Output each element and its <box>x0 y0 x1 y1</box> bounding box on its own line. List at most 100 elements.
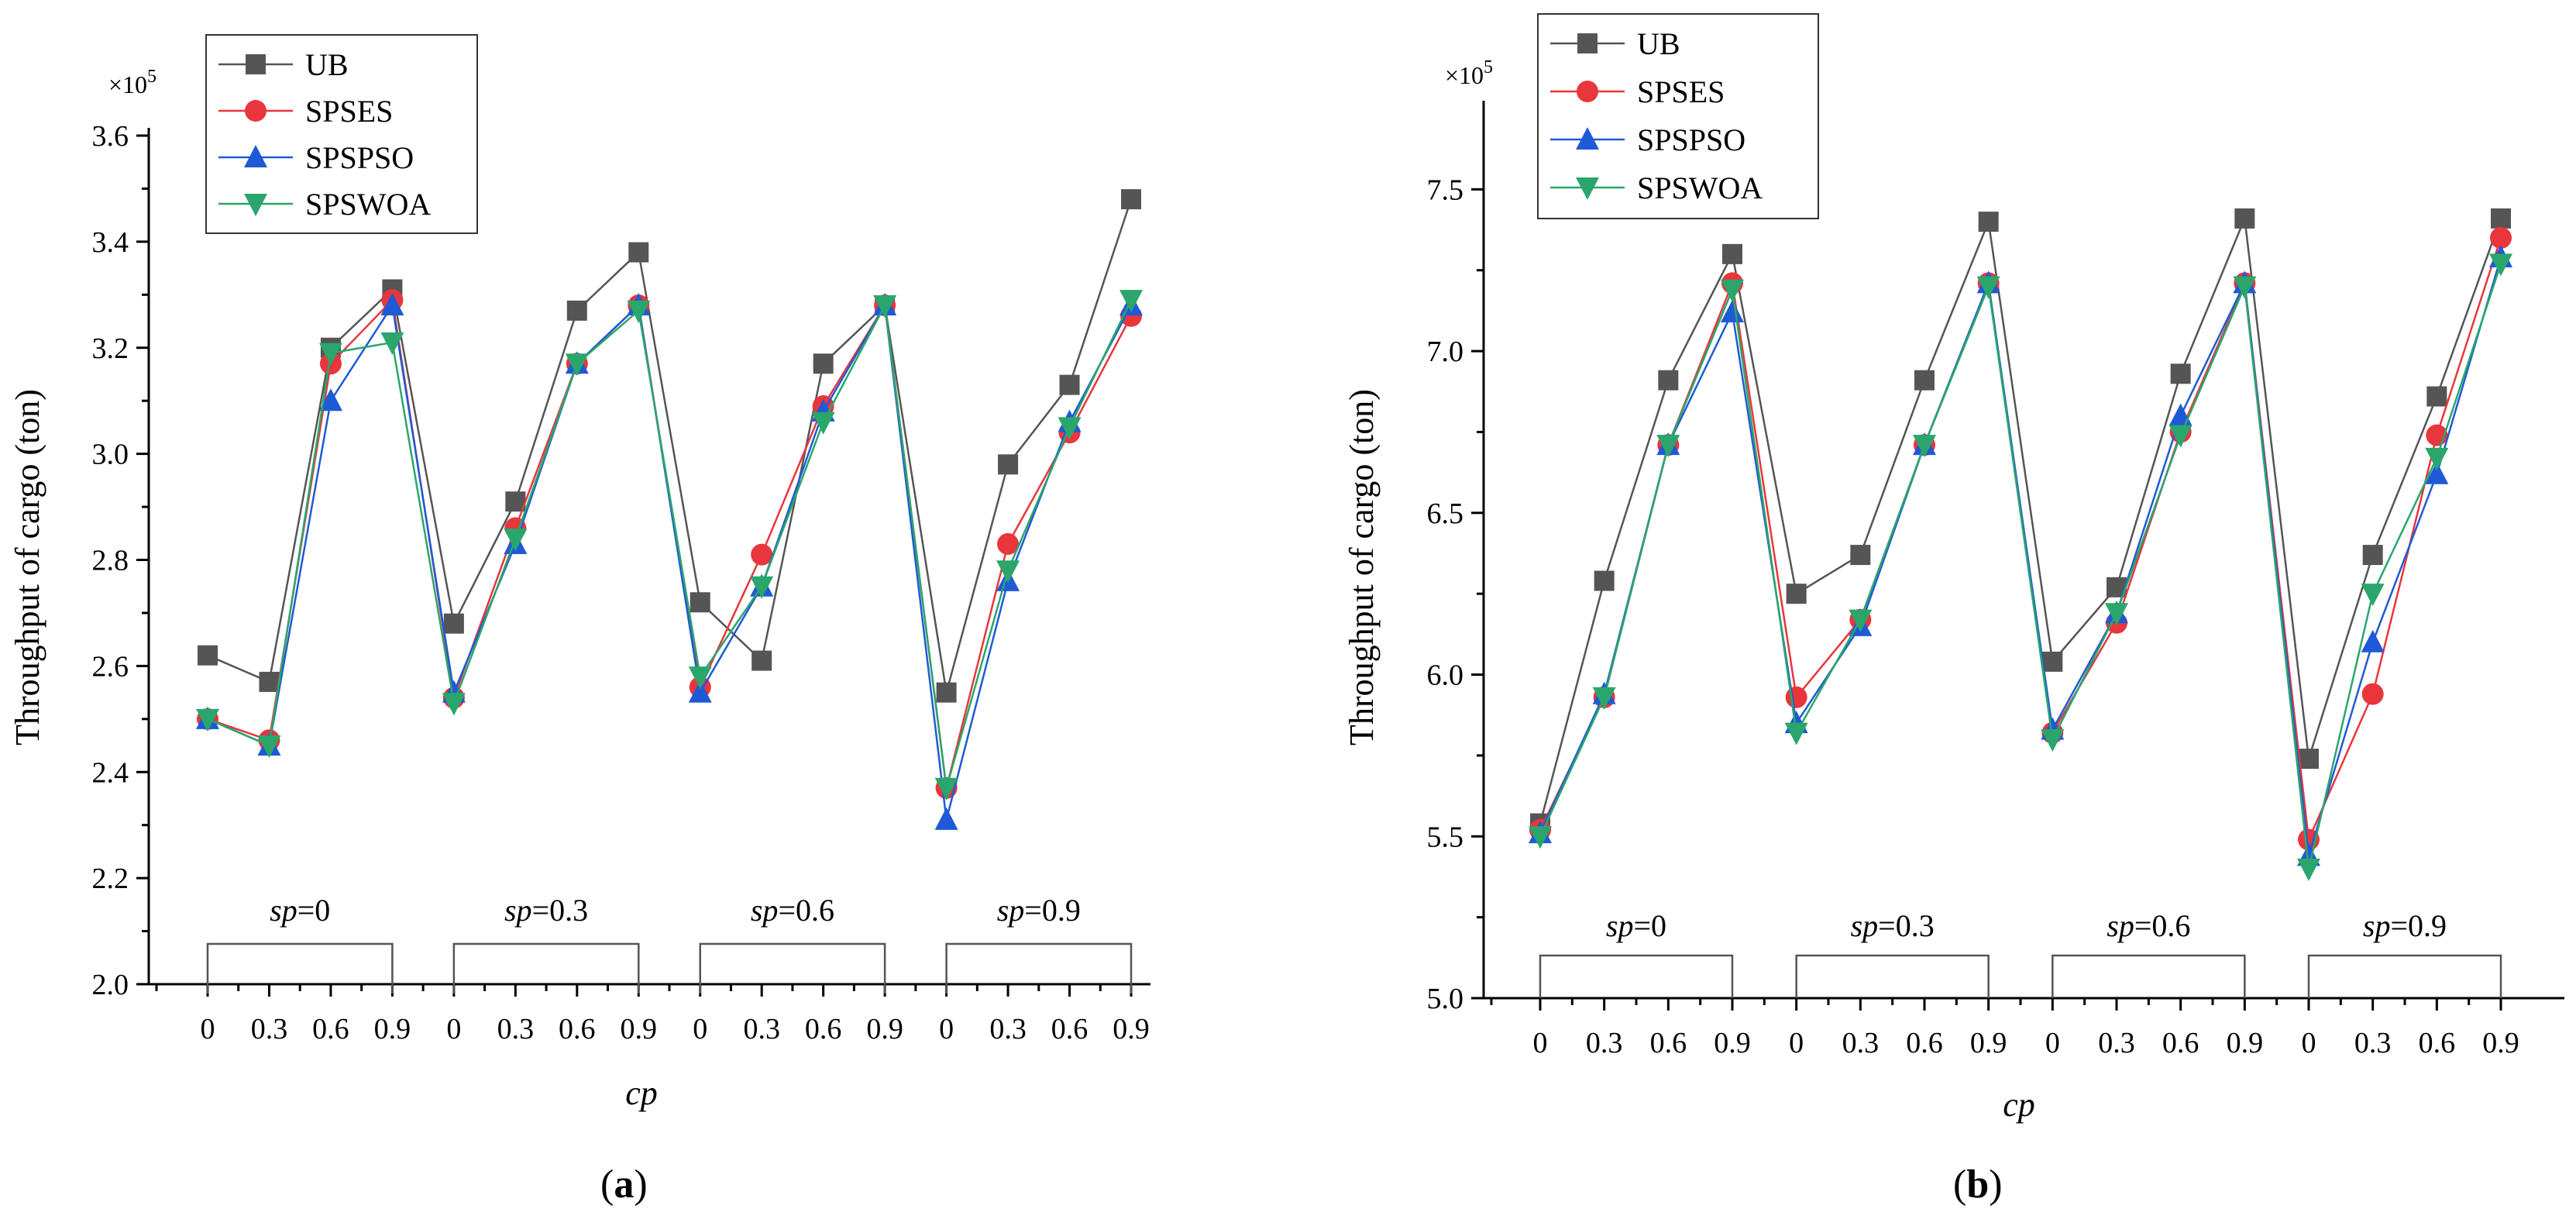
y-tick-label: 7.0 <box>1427 336 1464 368</box>
y-tick-label: 3.6 <box>92 120 129 153</box>
data-point-ub <box>1850 545 1871 566</box>
x-tick-label: 0 <box>2045 1027 2060 1059</box>
y-axis-title: Throughput of cargo (ton) <box>9 389 46 746</box>
x-tick-label: 0.9 <box>374 1013 411 1045</box>
group-label-value: =0.6 <box>2134 908 2191 943</box>
data-point-spswoa <box>442 693 466 716</box>
x-tick-label: 0.9 <box>1714 1027 1751 1059</box>
legend-label-spspso: SPSPSO <box>1637 122 1745 157</box>
group-label-value: =0 <box>297 893 331 928</box>
data-point-spswoa <box>1529 826 1552 849</box>
data-point-ub <box>1594 570 1615 591</box>
x-tick-label: 0 <box>446 1013 461 1045</box>
data-point-spswoa <box>627 300 651 323</box>
legend-label-spses: SPSES <box>305 94 393 129</box>
legend-label-spswoa: SPSWOA <box>1637 170 1763 205</box>
group-label-sp: sp <box>1851 908 1879 943</box>
data-point-ub <box>1121 189 1141 210</box>
x-tick-label: 0.6 <box>312 1013 349 1045</box>
panel-caption-open: ( <box>600 1162 614 1207</box>
x-tick-label: 0 <box>201 1013 215 1045</box>
data-point-ub <box>1059 374 1080 395</box>
x-tick-label: 0.3 <box>251 1013 288 1045</box>
group-bracket <box>1795 954 1990 998</box>
x-tick-label: 0.3 <box>497 1013 535 1045</box>
data-point-spswoa <box>1849 609 1873 632</box>
y-tick-label: 6.5 <box>1427 498 1464 530</box>
data-point-spspso <box>2361 629 2385 653</box>
data-point-spswoa <box>1913 435 1936 458</box>
data-point-ub <box>751 650 772 671</box>
y-tick-label: 5.0 <box>1427 983 1464 1015</box>
data-point-ub <box>936 682 957 703</box>
group-label-value: =0.6 <box>778 893 834 928</box>
data-point-spswoa <box>196 708 219 732</box>
x-tick-label: 0.6 <box>2162 1027 2199 1059</box>
group-label-value: =0.9 <box>1024 893 1081 928</box>
group-label: sp=0.6 <box>751 893 834 928</box>
group-label-sp: sp <box>2107 908 2134 943</box>
data-point-ub <box>443 613 464 634</box>
axis-multiplier-exponent: 5 <box>1484 57 1493 77</box>
axis-multiplier-base: ×10 <box>1445 61 1484 89</box>
y-tick-label: 3.4 <box>92 226 129 259</box>
data-point-spswoa <box>1119 290 1143 313</box>
data-point-spswoa <box>1656 435 1680 458</box>
group-bracket <box>2052 954 2246 998</box>
data-point-spswoa <box>565 353 589 377</box>
data-point-ub <box>1722 243 1742 264</box>
x-tick-label: 0.6 <box>1650 1027 1687 1059</box>
series-line-spswoa <box>1539 263 2502 869</box>
panel-caption: (b) <box>1953 1162 2003 1207</box>
legend-marker-spswoa <box>1576 177 1599 200</box>
chart-panel-a: 2.0 2.2 2.4 2.6 2.8 3.0 3.2 3.4 3.6 0 0.3 0.6 0.9 0 0.… <box>9 34 1150 1207</box>
data-point-spswoa <box>2489 253 2512 277</box>
x-tick-label: 0 <box>1533 1027 1548 1059</box>
axis-multiplier-base: ×10 <box>108 71 147 98</box>
data-point-spspso <box>318 388 342 411</box>
x-tick-label: 0.3 <box>1842 1027 1880 1059</box>
data-point-spswoa <box>380 332 404 355</box>
data-point-ub <box>1658 370 1679 391</box>
data-point-ub <box>2491 208 2511 229</box>
group-label-value: =0.9 <box>2391 908 2447 943</box>
axis-multiplier-exponent: 5 <box>147 67 156 87</box>
x-tick-label: 0.6 <box>2419 1027 2456 1059</box>
group-label-sp: sp <box>751 893 779 928</box>
series-line-ub <box>1539 215 2502 824</box>
x-tick-label: 0.6 <box>1906 1027 1943 1059</box>
legend-marker-spswoa <box>244 194 267 216</box>
x-tick-label: 0.9 <box>621 1013 658 1045</box>
data-point-spswoa <box>2168 425 2193 448</box>
data-point-spses <box>997 532 1020 555</box>
group-bracket <box>2307 954 2502 998</box>
legend-marker-spspso <box>244 145 267 167</box>
data-point-spspso <box>688 680 712 703</box>
x-tick-label: 0 <box>1789 1027 1804 1059</box>
x-tick-label: 0 <box>693 1013 707 1045</box>
data-point-spswoa <box>1721 279 1744 302</box>
data-point-spswoa <box>873 295 897 318</box>
group-label-value: =0.3 <box>1878 908 1935 943</box>
data-point-spswoa <box>2297 859 2320 882</box>
x-tick-label: 0.6 <box>1051 1013 1089 1045</box>
data-point-ub <box>2170 363 2191 384</box>
data-point-spswoa <box>811 411 835 435</box>
x-tick-label: 0.3 <box>2354 1027 2392 1059</box>
panel-caption-close: ) <box>634 1162 647 1207</box>
data-point-spswoa <box>257 735 281 759</box>
legend-label-spses: SPSES <box>1637 74 1725 109</box>
group-label-value: =0 <box>1634 908 1667 943</box>
y-tick-label: 2.2 <box>92 863 129 895</box>
data-point-ub <box>259 671 280 692</box>
y-tick-label: 5.5 <box>1427 821 1464 853</box>
group-bracket <box>699 942 886 993</box>
series-line-spses <box>1539 237 2502 844</box>
data-point-spswoa <box>2361 584 2385 607</box>
legend-marker-ub <box>1577 33 1598 53</box>
legend-marker-spspso <box>1576 127 1599 150</box>
legend-label-spswoa: SPSWOA <box>305 187 431 222</box>
legend-label-spspso: SPSPSO <box>305 140 414 175</box>
